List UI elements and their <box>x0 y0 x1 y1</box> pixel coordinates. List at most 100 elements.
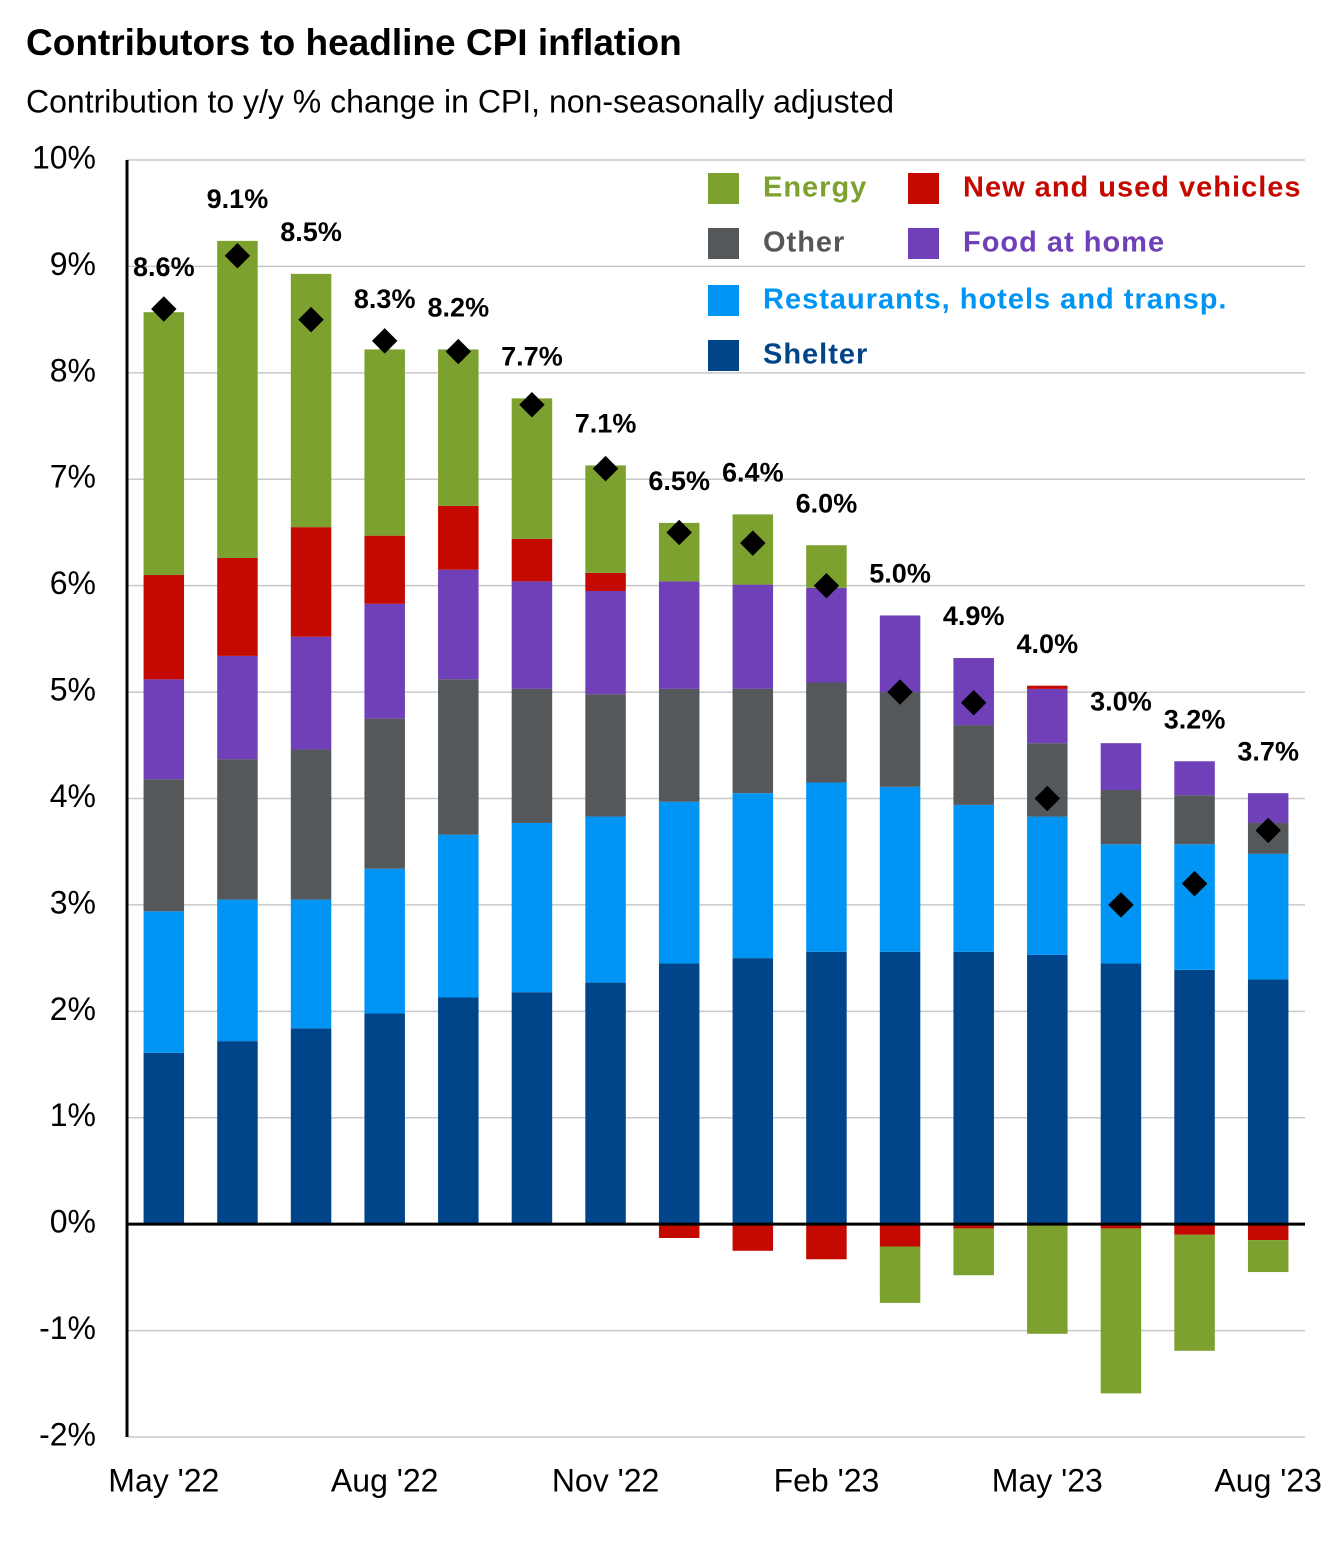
y-tick-label: 1% <box>50 1097 96 1133</box>
bar-segment <box>1174 969 1215 1225</box>
bar-segment <box>217 655 258 760</box>
x-tick-label: Nov '22 <box>552 1462 660 1498</box>
legend-swatch <box>708 285 739 316</box>
bar-segment <box>217 759 258 900</box>
bar-segment <box>585 590 626 695</box>
y-tick-label: 5% <box>50 672 96 708</box>
bar-segment <box>879 1224 921 1247</box>
chart-title: Contributors to headline CPI inflation <box>26 22 682 63</box>
headline-marker <box>151 296 177 322</box>
bar-segment <box>732 793 774 959</box>
data-label: 7.7% <box>501 341 563 371</box>
y-tick-label: 10% <box>32 139 96 175</box>
bar-segment <box>732 958 774 1225</box>
bar-segment <box>511 688 553 823</box>
legend-label: Restaurants, hotels and transp. <box>763 284 1228 316</box>
bar-segment <box>1174 1234 1215 1351</box>
bar-segment <box>806 587 847 683</box>
bar-segment <box>511 538 553 582</box>
headline-marker <box>519 392 545 418</box>
bar-segment <box>438 679 479 835</box>
bar-segment <box>879 1246 921 1303</box>
bar-segment <box>1174 795 1215 845</box>
bar-segment <box>143 1052 185 1225</box>
bar-segment <box>732 584 774 689</box>
bar-segment <box>511 581 553 689</box>
bar-segment <box>658 801 700 964</box>
bar-segment <box>658 963 700 1225</box>
data-label: 6.4% <box>722 457 784 487</box>
data-label: 9.1% <box>207 184 269 214</box>
bar-segment <box>364 535 405 604</box>
legend-label: New and used vehicles <box>963 172 1302 204</box>
legend-swatch <box>708 228 739 259</box>
bar-segment <box>953 1224 994 1229</box>
bar-segment <box>438 505 479 570</box>
bar-segment <box>1174 761 1215 796</box>
bar-segment <box>364 603 405 719</box>
bar-segment <box>1027 954 1068 1225</box>
y-tick-label: -2% <box>39 1416 96 1452</box>
x-tick-label: Aug '22 <box>331 1462 439 1498</box>
bar-segment <box>806 951 847 1225</box>
data-label: 8.5% <box>280 217 342 247</box>
y-tick-label: 2% <box>50 991 96 1027</box>
legend-swatch <box>708 340 739 371</box>
bar-segment <box>290 527 332 637</box>
data-label: 7.1% <box>575 409 637 439</box>
bar-segment <box>1027 816 1068 955</box>
bar-segment <box>438 834 479 998</box>
bar-segment <box>1100 789 1142 845</box>
data-label: 3.0% <box>1090 686 1152 716</box>
data-label: 8.2% <box>428 293 490 323</box>
bar-segment <box>585 694 626 817</box>
bar-segment <box>511 822 553 993</box>
chart-subtitle: Contribution to y/y % change in CPI, non… <box>26 83 894 119</box>
headline-marker <box>445 338 472 365</box>
bar-segment <box>1247 853 1289 980</box>
bar-segment <box>585 572 626 591</box>
bar-segment <box>511 992 553 1225</box>
bar-segment <box>1027 1224 1068 1334</box>
bar-segment <box>806 682 847 783</box>
bar-segment <box>806 1224 847 1260</box>
headline-marker <box>371 328 398 354</box>
data-label: 8.3% <box>354 284 416 314</box>
bar-segment <box>364 718 405 869</box>
data-label: 4.0% <box>1017 629 1079 659</box>
bar-segment <box>217 557 258 656</box>
bar-segment <box>290 1028 332 1225</box>
headline-marker <box>592 455 619 482</box>
bar-segment <box>879 615 921 693</box>
bar-segment <box>217 240 258 558</box>
x-tick-label: May '23 <box>992 1462 1103 1498</box>
bar-segment <box>217 899 258 1042</box>
y-tick-label: 9% <box>50 246 96 282</box>
headline-marker <box>666 519 692 546</box>
bar-segment <box>438 349 479 506</box>
legend-label: Shelter <box>763 339 868 371</box>
bar-segment <box>290 899 332 1029</box>
y-tick-label: 8% <box>50 352 96 388</box>
headline-marker <box>740 530 766 556</box>
bar-segment <box>511 398 553 539</box>
data-label: 3.2% <box>1164 704 1226 734</box>
bar-segment <box>1100 963 1142 1225</box>
bar-segment <box>585 816 626 983</box>
legend-label: Other <box>763 227 845 259</box>
bar-segment <box>438 569 479 680</box>
y-tick-label: 0% <box>50 1204 96 1240</box>
data-label: 5.0% <box>869 559 931 589</box>
legend-swatch <box>908 173 939 204</box>
bar-segment <box>1174 1224 1215 1235</box>
y-tick-label: -1% <box>39 1310 96 1346</box>
legend-swatch <box>908 228 939 259</box>
bar-segment <box>1247 1240 1289 1273</box>
bar-segment <box>364 349 405 536</box>
headline-marker <box>887 679 913 705</box>
data-label: 8.6% <box>133 252 195 282</box>
bar-segment <box>290 749 332 900</box>
data-label: 6.0% <box>796 488 858 518</box>
x-tick-label: Feb '23 <box>774 1462 880 1498</box>
